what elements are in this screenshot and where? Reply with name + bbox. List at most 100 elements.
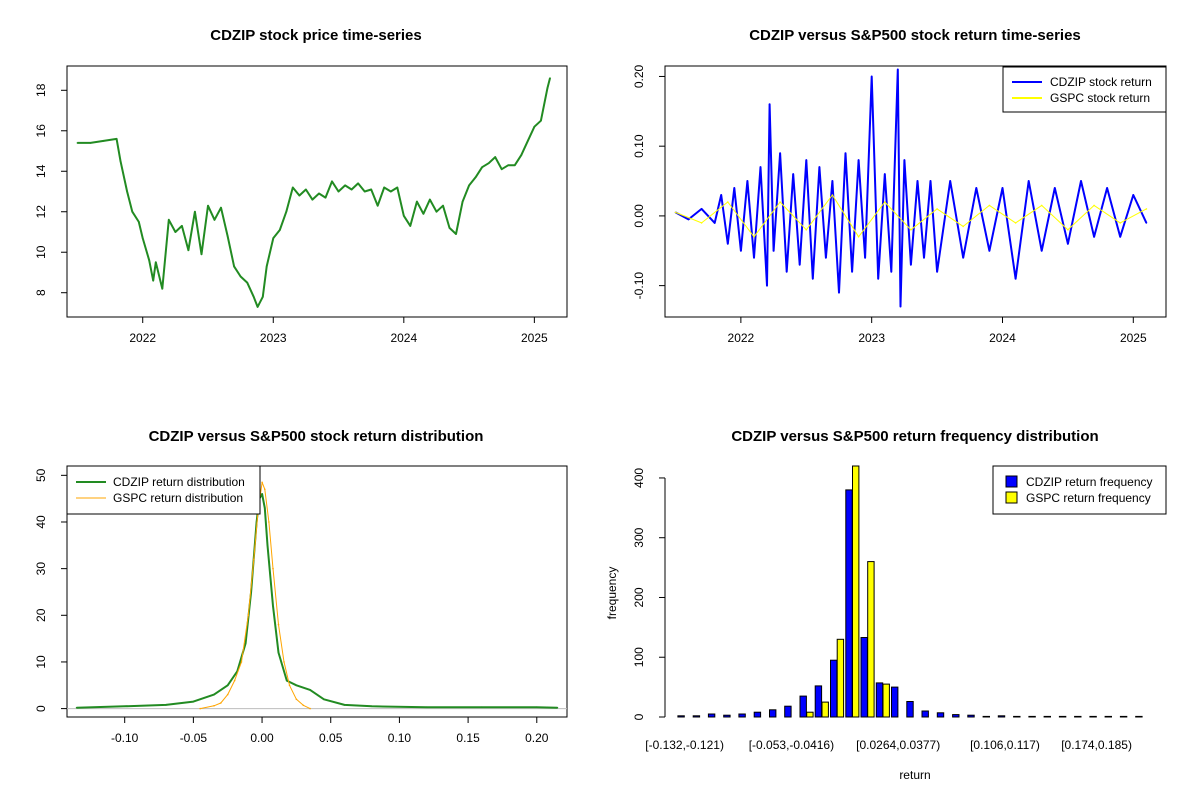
data-point <box>318 192 320 195</box>
legend-label-gspc-dist: GSPC return distribution <box>113 491 243 505</box>
bar-cdzip <box>982 715 990 718</box>
data-point <box>720 194 722 196</box>
data-point <box>344 184 346 187</box>
x-tick-label: [0.106,0.117) <box>970 738 1040 752</box>
data-point <box>746 180 749 182</box>
data-point <box>448 227 451 229</box>
data-point <box>785 270 788 273</box>
data-point <box>192 700 195 703</box>
data-point <box>461 200 464 203</box>
bar-gspc <box>821 701 829 718</box>
data-point <box>119 160 122 162</box>
frequency-chart-xlabel: return <box>899 768 930 782</box>
data-point <box>288 684 291 687</box>
data-point <box>324 196 327 199</box>
data-point <box>520 154 523 156</box>
bar-gspc <box>852 465 860 718</box>
data-point <box>766 284 768 287</box>
y-tick-label: 0.20 <box>632 64 646 88</box>
bar-cdzip <box>784 705 792 718</box>
data-point <box>298 194 301 197</box>
data-point <box>825 256 827 259</box>
data-point <box>285 210 288 213</box>
data-point <box>798 263 801 266</box>
data-point <box>1014 222 1017 224</box>
bar-cdzip <box>799 695 807 718</box>
bar-cdzip <box>845 489 853 718</box>
data-point <box>138 221 140 223</box>
data-point <box>890 270 893 273</box>
bar-cdzip <box>830 659 838 718</box>
data-point <box>239 275 242 278</box>
data-point <box>500 168 503 170</box>
legend-swatch-gspc-freq <box>1005 491 1018 504</box>
y-tick-label: 16 <box>34 124 48 138</box>
data-point <box>533 125 536 128</box>
y-tick-label: 10 <box>34 655 48 669</box>
bar-gspc <box>882 683 890 718</box>
bar-cdzip <box>753 711 762 718</box>
data-point <box>1145 222 1148 224</box>
y-tick-label: 14 <box>34 164 48 178</box>
data-point <box>844 152 847 154</box>
data-point <box>383 186 386 189</box>
data-point <box>536 706 538 708</box>
data-point <box>363 190 366 193</box>
return-chart-legend: CDZIP stock return GSPC stock return <box>1002 66 1167 113</box>
x-tick-label: 2023 <box>260 331 287 345</box>
bar-gspc <box>836 638 845 718</box>
x-tick-label: 2022 <box>728 331 755 345</box>
bar-cdzip <box>677 715 685 718</box>
data-point <box>262 296 264 298</box>
data-point <box>857 159 860 161</box>
data-point <box>857 236 860 238</box>
data-point <box>403 215 405 217</box>
data-point <box>75 706 78 709</box>
x-tick-label: 0.05 <box>319 731 343 745</box>
data-point <box>514 164 516 166</box>
y-tick-label: 0.10 <box>632 134 646 158</box>
data-point <box>910 229 912 231</box>
series-line-0 <box>77 77 551 308</box>
data-point <box>864 256 866 259</box>
data-point <box>481 706 483 708</box>
data-point <box>152 279 154 282</box>
bar-cdzip <box>692 715 701 718</box>
price-chart-frame <box>66 65 568 318</box>
data-point <box>194 210 196 213</box>
data-point <box>474 176 477 179</box>
data-point <box>187 249 190 251</box>
data-point <box>831 180 834 182</box>
bar-cdzip <box>707 713 716 718</box>
data-point <box>126 190 128 193</box>
data-point <box>302 704 305 707</box>
data-point <box>220 702 222 704</box>
data-point <box>442 204 444 207</box>
data-point <box>279 229 281 231</box>
data-point <box>350 188 353 191</box>
x-tick-label: -0.10 <box>111 731 139 745</box>
data-point <box>753 236 755 238</box>
frequency-chart-legend: CDZIP return frequency GSPC return frequ… <box>992 465 1167 515</box>
data-point <box>115 138 118 140</box>
data-point <box>409 225 412 227</box>
data-point <box>246 281 248 284</box>
data-point <box>283 661 285 663</box>
legend-label-gspc-freq: GSPC return frequency <box>1026 491 1151 505</box>
data-point <box>962 225 964 228</box>
data-point <box>884 173 886 175</box>
data-point <box>337 190 340 193</box>
data-point <box>768 103 771 106</box>
y-tick-label: 18 <box>34 83 48 97</box>
data-point <box>1093 236 1095 238</box>
data-point <box>487 162 490 164</box>
bar-cdzip <box>1089 715 1097 718</box>
frequency-chart-title: CDZIP versus S&P500 return frequency dis… <box>731 428 1098 445</box>
data-point <box>779 201 781 203</box>
x-tick-label: 2023 <box>858 331 885 345</box>
legend-label-cdzip: CDZIP stock return <box>1050 75 1152 89</box>
data-point <box>727 201 729 203</box>
data-point <box>546 87 549 90</box>
y-tick-label: 200 <box>632 587 646 607</box>
bar-gspc <box>806 711 814 718</box>
